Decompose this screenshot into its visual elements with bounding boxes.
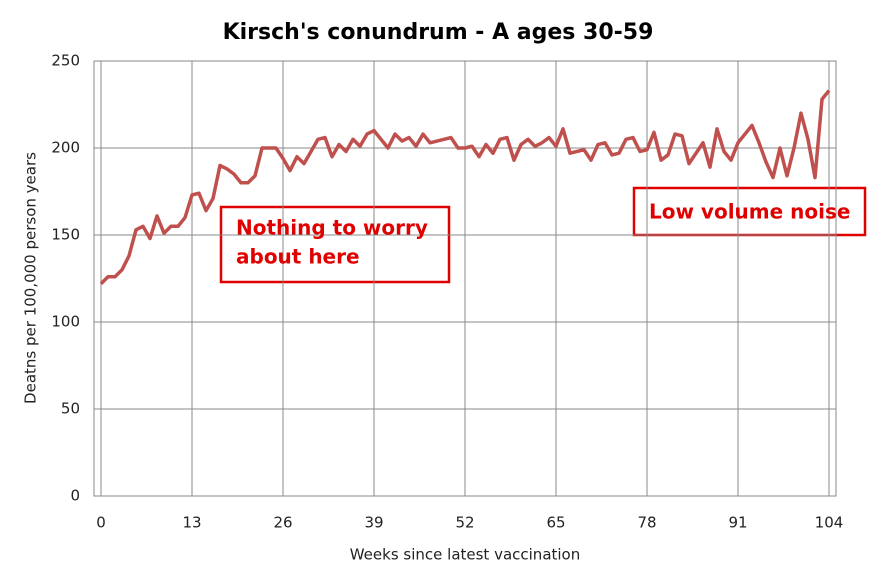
chart-title: Kirsch's conundrum - A ages 30-59 bbox=[223, 20, 654, 45]
x-axis-label: Weeks since latest vaccination bbox=[350, 546, 581, 564]
annotation: about here bbox=[236, 245, 360, 269]
y-tick-label: 250 bbox=[51, 52, 80, 70]
x-tick-label: 91 bbox=[728, 514, 747, 532]
x-tick-label: 65 bbox=[546, 514, 565, 532]
x-tick-label: 78 bbox=[637, 514, 656, 532]
y-tick-label: 100 bbox=[51, 313, 80, 331]
x-tick-label: 0 bbox=[96, 514, 106, 532]
annotation: Low volume noise bbox=[649, 200, 850, 224]
x-tick-label: 104 bbox=[815, 514, 844, 532]
y-tick-label: 0 bbox=[70, 487, 80, 505]
annotation: Nothing to worry bbox=[236, 216, 428, 240]
y-axis-label: Deatns per 100,000 person years bbox=[22, 152, 40, 404]
annotation-box bbox=[632, 186, 867, 237]
annotation-box bbox=[219, 205, 451, 284]
y-tick-label: 200 bbox=[51, 139, 80, 157]
y-tick-label: 50 bbox=[61, 400, 80, 418]
data-line bbox=[99, 89, 831, 285]
x-tick-label: 52 bbox=[455, 514, 474, 532]
y-tick-label: 150 bbox=[51, 226, 80, 244]
x-tick-label: 13 bbox=[182, 514, 201, 532]
x-tick-label: 26 bbox=[273, 514, 292, 532]
x-tick-label: 39 bbox=[364, 514, 383, 532]
